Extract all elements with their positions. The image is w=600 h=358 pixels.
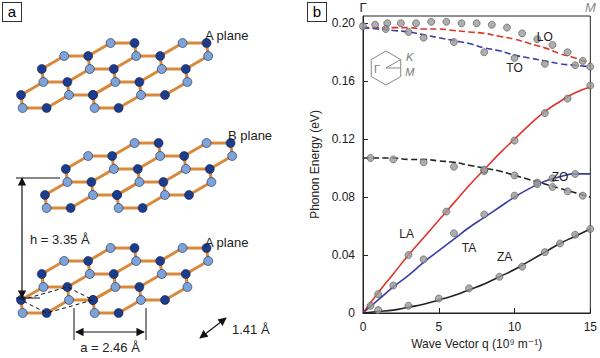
svg-text:M: M [585,0,596,15]
svg-text:Wave Vector q (10⁹ m⁻¹): Wave Vector q (10⁹ m⁻¹) [411,337,542,351]
svg-text:K: K [406,51,414,63]
svg-text:A plane: A plane [205,235,248,250]
svg-text:1.41 Å: 1.41 Å [232,322,270,337]
svg-text:LO: LO [537,30,553,44]
svg-text:0.20: 0.20 [332,16,356,30]
svg-text:0.16: 0.16 [332,74,356,88]
html-text:a: a [7,3,17,20]
svg-text:ZO: ZO [552,170,569,184]
svg-text:B plane: B plane [228,128,272,143]
svg-text:ZA: ZA [497,250,512,264]
svg-text:TO: TO [506,61,522,75]
svg-text:M: M [405,66,415,78]
svg-text:0.04: 0.04 [332,248,356,262]
svg-text:h = 3.35 Å: h = 3.35 Å [30,232,90,247]
svg-text:a = 2.46 Å: a = 2.46 Å [80,340,140,355]
svg-text:Γ: Γ [374,63,380,75]
svg-text:5: 5 [435,320,442,334]
svg-text:0: 0 [348,306,355,320]
html-text:b: b [312,3,322,20]
svg-text:0.12: 0.12 [332,132,356,146]
svg-text:A plane: A plane [205,28,248,43]
svg-text:10: 10 [508,320,522,334]
svg-text:Γ: Γ [359,0,366,15]
svg-text:LA: LA [399,227,414,241]
svg-text:Phonon Energy (eV): Phonon Energy (eV) [308,110,322,219]
svg-text:0.08: 0.08 [332,190,356,204]
svg-text:TA: TA [462,241,476,255]
svg-text:0: 0 [360,320,367,334]
svg-text:15: 15 [584,320,598,334]
